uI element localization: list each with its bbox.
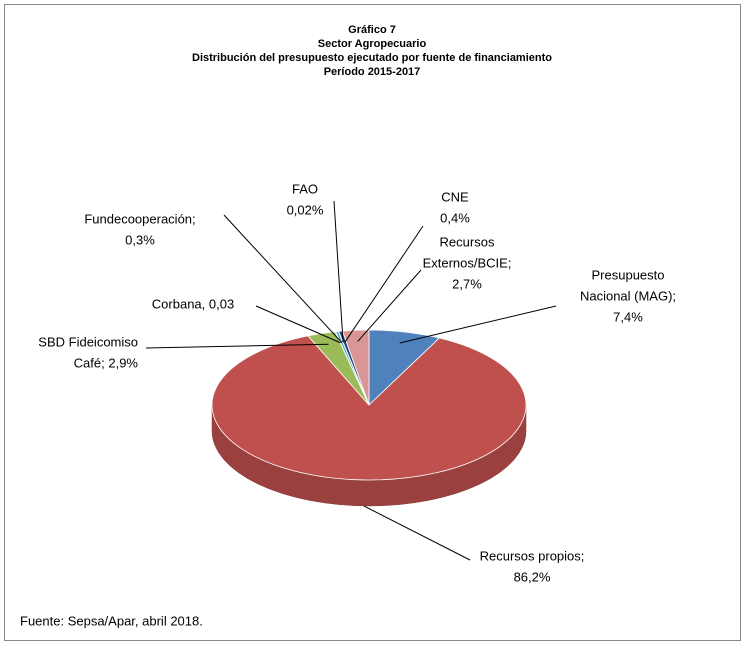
leader-line xyxy=(255,305,341,344)
data-label: Corbana, 0,03 xyxy=(152,296,234,311)
data-label: Café; 2,9% xyxy=(74,355,139,370)
leader-line xyxy=(399,305,557,344)
leader-line xyxy=(223,214,343,343)
data-label: 86,2% xyxy=(514,569,551,584)
source-note: Fuente: Sepsa/Apar, abril 2018. xyxy=(20,613,203,628)
leader-line xyxy=(357,269,422,342)
data-label: Presupuesto xyxy=(592,267,665,282)
data-label: 0,4% xyxy=(440,210,470,225)
leader-line xyxy=(145,343,329,349)
data-label: FAO xyxy=(292,181,318,196)
data-label: Recursos xyxy=(440,234,495,249)
chart-frame xyxy=(4,4,741,641)
leader-line xyxy=(333,200,344,343)
data-label: 7,4% xyxy=(613,309,643,324)
data-label: SBD Fideicomiso xyxy=(38,334,138,349)
data-label: Externos/BCIE; xyxy=(423,255,512,270)
chart-title: Período 2015-2017 xyxy=(324,66,421,78)
leader-line xyxy=(344,225,424,343)
data-label: 2,7% xyxy=(452,276,482,291)
chart-title: Gráfico 7 xyxy=(348,24,396,36)
pie-slice xyxy=(211,335,527,481)
data-label: 0,3% xyxy=(125,232,155,247)
chart-title: Distribución del presupuesto ejecutado p… xyxy=(192,52,552,64)
chart-title: Sector Agropecuario xyxy=(318,38,427,50)
data-label: CNE xyxy=(441,189,469,204)
data-label: Nacional (MAG); xyxy=(580,288,676,303)
data-label: 0,02% xyxy=(287,202,324,217)
data-label: Recursos propios; xyxy=(480,548,585,563)
data-label: Fundecooperación; xyxy=(84,211,195,226)
pie-tops xyxy=(211,329,527,481)
leader-line xyxy=(363,505,471,561)
